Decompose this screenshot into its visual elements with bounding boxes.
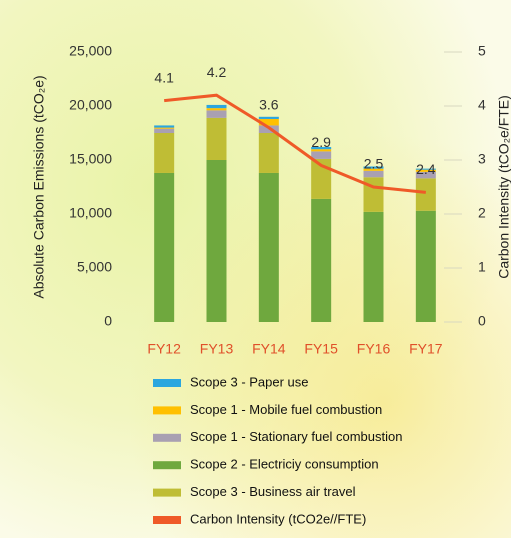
legend-swatch — [153, 488, 181, 497]
data-label: 4.1 — [154, 69, 174, 85]
legend-label: Scope 2 - Electriciy consumption — [190, 457, 379, 472]
y-tick-label: 5,000 — [77, 259, 112, 275]
bar-segment — [363, 211, 384, 322]
y2-tick-label: 5 — [478, 43, 486, 59]
legend-swatch — [153, 516, 181, 524]
y-tick-label: 25,000 — [69, 43, 112, 59]
bar-segment — [154, 133, 175, 173]
bar-segment — [154, 172, 175, 322]
x-tick-label: FY16 — [357, 341, 391, 357]
bar-segment — [415, 178, 436, 211]
x-tick-label: FY15 — [304, 341, 338, 357]
bar-segment — [311, 147, 332, 150]
data-label: 2.4 — [416, 161, 436, 177]
bar-segment — [258, 116, 279, 119]
legend-label: Scope 1 - Stationary fuel combustion — [190, 429, 402, 444]
bar-segment — [415, 168, 436, 170]
legend-swatch — [153, 379, 181, 387]
y-tick-label: 0 — [104, 313, 112, 329]
bar-segment — [154, 128, 175, 133]
bar-segment — [206, 117, 227, 160]
bar-segment — [311, 198, 332, 322]
legend-swatch — [153, 461, 181, 470]
y2-tick-label: 1 — [478, 259, 486, 275]
bar-segment — [415, 171, 436, 179]
legend-label: Scope 3 - Paper use — [190, 374, 309, 389]
x-tick-label: FY12 — [147, 341, 181, 357]
bar-segment — [311, 149, 332, 152]
bar-segment — [363, 168, 384, 171]
y2-tick-label: 3 — [478, 151, 486, 167]
y2-axis-title: Carbon Intensity (tCO₂e/FTE) — [496, 95, 511, 279]
bar-segment — [258, 133, 279, 173]
legend-label: Carbon Intensity (tCO2e//FTE) — [190, 511, 366, 526]
x-tick-label: FY17 — [409, 341, 443, 357]
y-tick-label: 10,000 — [69, 205, 112, 221]
bar-segment — [258, 118, 279, 126]
bar-segment — [363, 177, 384, 212]
y-tick-label: 20,000 — [69, 97, 112, 113]
legend-label: Scope 3 - Business air travel — [190, 484, 356, 499]
bar-segment — [206, 160, 227, 322]
y2-tick-label: 2 — [478, 205, 486, 221]
y-axis-title: Absolute Carbon Emissions (tCO₂e) — [31, 75, 47, 298]
bar-segment — [363, 170, 384, 178]
bar-segment — [415, 169, 436, 172]
bar-segment — [206, 108, 227, 111]
data-label: 4.2 — [207, 64, 227, 80]
y2-tick-label: 0 — [478, 313, 486, 329]
data-label: 2.5 — [364, 156, 384, 172]
bar-segment — [363, 166, 384, 169]
x-tick-label: FY13 — [200, 341, 234, 357]
bar-segment — [206, 110, 227, 118]
legend-swatch — [153, 433, 181, 442]
legend-label: Scope 1 - Mobile fuel combustion — [190, 402, 382, 417]
intensity-line — [164, 93, 426, 194]
legend-swatch — [153, 406, 181, 415]
data-label: 2.9 — [311, 134, 331, 150]
bar-segment — [206, 104, 227, 109]
bar-segment — [258, 172, 279, 322]
bar-segment — [311, 151, 332, 159]
bar-segment — [415, 210, 436, 322]
bar-segment — [154, 127, 175, 129]
x-tick-label: FY14 — [252, 341, 286, 357]
bar-segment — [154, 125, 175, 128]
y2-tick-label: 4 — [478, 97, 486, 113]
data-label: 3.6 — [259, 96, 279, 112]
y-tick-label: 15,000 — [69, 151, 112, 167]
